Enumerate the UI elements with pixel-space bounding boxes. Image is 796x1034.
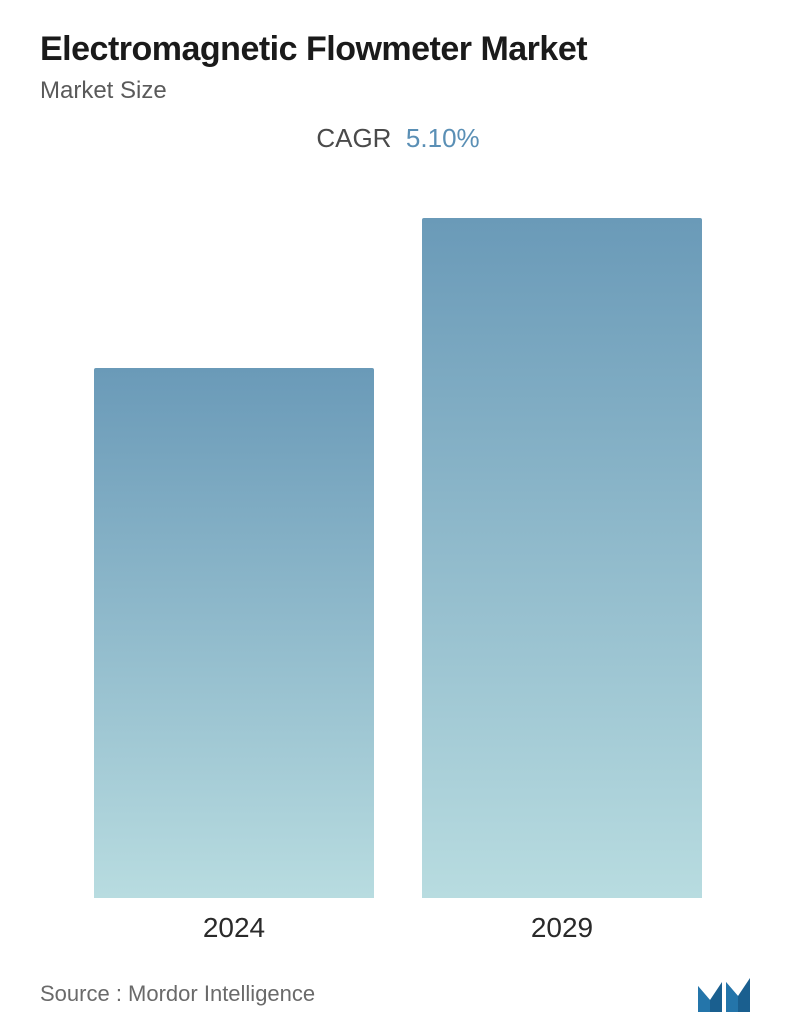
cagr-row: CAGR 5.10% [40,123,756,154]
labels-row: 2024 2029 [40,898,756,944]
page-subtitle: Market Size [40,77,756,105]
chart-container: Electromagnetic Flowmeter Market Market … [0,0,796,1034]
chart-area: 2024 2029 [40,174,756,944]
source-text: Source : Mordor Intelligence [40,981,315,1007]
footer: Source : Mordor Intelligence [40,954,756,1014]
cagr-value: 5.10% [406,123,480,153]
bar-2029 [422,218,702,898]
mordor-logo-icon [696,974,756,1014]
bar-2024 [94,368,374,898]
bars-row [40,174,756,898]
bar-label-2029: 2029 [422,912,702,944]
page-title: Electromagnetic Flowmeter Market [40,30,756,69]
cagr-label: CAGR [316,123,391,153]
bar-label-2024: 2024 [94,912,374,944]
